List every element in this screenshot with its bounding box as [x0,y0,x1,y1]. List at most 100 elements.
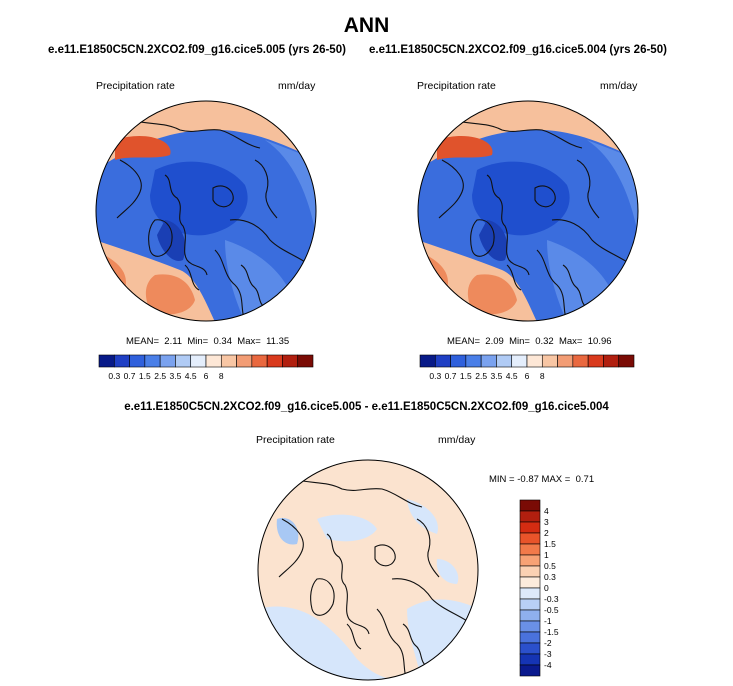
colorbar-swatch [450,354,467,368]
cbar-tick: 0.3 [429,371,442,381]
panel-control-mean-value: 2.09 [485,336,504,347]
coastline [310,578,335,616]
colorbar-swatch [519,543,541,556]
panel-control-colorbar [419,354,635,368]
coastline [129,119,261,149]
colorbar-swatch [618,354,635,368]
cbar-tick: -3 [544,649,552,659]
panel-control-colorbar-ticks: 0.3 0.7 1.5 2.5 3.5 4.5 6 8 [420,371,634,383]
panel-case-max-value: 11.35 [266,336,290,347]
colorbar-swatch [519,510,541,523]
panel-case-mean-label: MEAN= [126,336,159,347]
cbar-tick: 4.5 [505,371,518,381]
coastline [536,249,568,321]
coastline [116,159,142,219]
colorbar-swatch [519,664,541,677]
coastline [451,119,583,149]
figure-title: ANN [343,14,390,37]
colorbar-swatch [251,354,268,368]
coastline [212,185,234,208]
cbar-tick: -0.5 [544,605,559,615]
panel-diff-title: e.e11.E1850C5CN.2XCO2.f09_g16.cice5.005 … [124,401,609,413]
cbar-tick: 0.3 [108,371,121,381]
panel-case-colorbar [98,354,314,368]
panel-control-min-value: 0.32 [535,336,554,347]
colorbar-swatch [519,620,541,633]
colorbar-swatch [519,609,541,622]
colorbar-swatch [434,354,451,368]
colorbar-swatch [190,354,207,368]
coastline [148,219,173,257]
colorbar-swatch [519,532,541,545]
diff-negative-patch [407,499,438,534]
cbar-tick: 6 [524,371,530,381]
colorbar-swatch [572,354,589,368]
colorbar-swatch [159,354,176,368]
coastline [240,264,266,309]
colorbar-swatch [129,354,146,368]
coastline [416,518,440,578]
cbar-tick: 3 [544,517,549,527]
precip-mid-eurasia [587,140,638,240]
cbar-tick: 2.5 [154,371,167,381]
cbar-tick: -0.3 [544,594,559,604]
colorbar-swatch [98,354,115,368]
map-border [95,100,317,322]
colorbar-swatch [465,354,482,368]
precip-low-arctic [150,161,248,236]
coastline [291,478,423,508]
coastline [470,219,495,257]
coastline [184,264,200,291]
cbar-tick: 3.5 [169,371,182,381]
cbar-tick: 2 [544,528,549,538]
precip-max-pacific [437,135,493,160]
coastline [254,159,278,219]
colorbar-swatch [603,354,620,368]
coastline [346,623,362,650]
panel-diff-colorbar-ticks: 4 3 2 1.5 1 0.5 0.3 0 -0.3 -0.5 -1 -1.5 … [544,500,574,676]
coastline [551,219,633,266]
cbar-tick: 4 [544,506,549,516]
colorbar-swatch [519,587,541,600]
colorbar-swatch [519,576,541,589]
panel-control-mean-label: MEAN= [447,336,480,347]
coastline [391,578,473,625]
panel-diff-units: mm/day [438,434,476,446]
cbar-tick: 1.5 [459,371,472,381]
coastline [164,174,208,276]
cbar-tick: 2.5 [475,371,488,381]
panel-diff-min-value: -0.87 [517,474,539,485]
coastline [506,264,522,291]
colorbar-swatch [541,354,558,368]
panel-case-stats: MEAN= 2.11 Min= 0.34 Max= 11.35 [126,336,289,347]
colorbar-swatch [519,631,541,644]
colorbar-swatch [205,354,222,368]
panel-diff-max-value: 0.71 [575,474,595,485]
colorbar-swatch [220,354,237,368]
panel-case-units: mm/day [278,80,316,92]
cbar-tick: 3.5 [490,371,503,381]
precip-low-greenland [157,220,186,261]
coastline [576,159,600,219]
colorbar-swatch [526,354,543,368]
colorbar-swatch [557,354,574,368]
colorbar-swatch [480,354,497,368]
panel-control-units: mm/day [600,80,638,92]
precip-high-north-band [418,101,638,170]
cbar-tick: 0.7 [444,371,457,381]
colorbar-swatch [297,354,314,368]
coastline [374,544,396,567]
precip-max-atlantic [145,274,195,315]
cbar-tick: 1.5 [138,371,151,381]
panel-case-max-label: Max= [237,336,261,347]
colorbar-swatch [519,521,541,534]
panel-case-map [95,100,317,322]
colorbar-swatch [175,354,192,368]
panel-diff-max-label: MAX = [541,474,571,485]
colorbar-swatch [587,354,604,368]
colorbar-swatch [519,642,541,655]
coastline [326,533,370,635]
colorbar-swatch [519,565,541,578]
map-border [257,459,479,681]
panel-diff-colorbar [519,499,541,677]
